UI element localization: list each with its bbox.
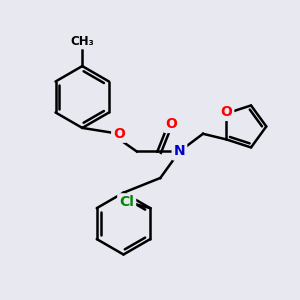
Text: N: N (174, 145, 185, 158)
Text: CH₃: CH₃ (70, 34, 94, 48)
Text: O: O (220, 105, 232, 119)
Text: Cl: Cl (119, 195, 134, 209)
Text: O: O (113, 127, 125, 141)
Text: O: O (166, 117, 177, 131)
